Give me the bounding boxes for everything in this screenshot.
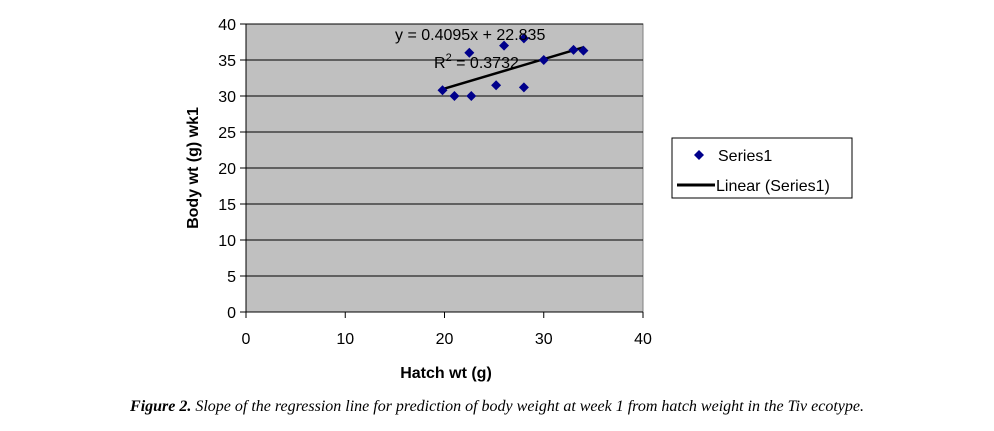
- x-tick-label: 10: [336, 331, 354, 348]
- caption-label: Figure 2.: [130, 398, 192, 415]
- y-tick-label: 25: [218, 125, 236, 142]
- r-squared-label: R2 = 0.3732: [434, 52, 519, 72]
- r-squared-value: = 0.3732: [452, 55, 519, 72]
- data-points: [437, 33, 589, 101]
- figure-caption: Figure 2. Slope of the regression line f…: [0, 398, 994, 416]
- y-tick-label: 10: [218, 233, 236, 250]
- x-tick-label: 30: [535, 331, 553, 348]
- data-point: [437, 85, 448, 96]
- y-tick-labels: 0 5 10 15 20 25 30 35 40: [218, 17, 236, 322]
- data-point: [491, 80, 502, 91]
- y-tick-label: 15: [218, 197, 236, 214]
- data-point: [538, 55, 549, 65]
- trendline-equation: y = 0.4095x + 22.835: [395, 27, 545, 44]
- x-tick-label: 20: [436, 331, 454, 348]
- y-tick-label: 0: [227, 305, 236, 322]
- r-squared-r: R: [434, 55, 446, 72]
- r-squared-sup: 2: [446, 52, 452, 64]
- y-tick-label: 5: [227, 269, 236, 286]
- data-point: [578, 45, 589, 56]
- data-point: [568, 44, 579, 55]
- y-tick-label: 35: [218, 53, 236, 70]
- x-tick-label: 40: [634, 331, 652, 348]
- x-axis-title: Hatch wt (g): [400, 365, 492, 382]
- y-tick-label: 40: [218, 17, 236, 34]
- data-point: [466, 91, 477, 101]
- data-point: [464, 47, 475, 58]
- x-tick-labels: 0 10 20 30 40: [242, 331, 652, 348]
- legend-entry-series1: Series1: [718, 148, 772, 165]
- trendline-group: [442, 46, 584, 91]
- legend-entry-linear: Linear (Series1): [716, 178, 830, 195]
- data-point: [499, 40, 510, 51]
- caption-text: Slope of the regression line for predict…: [191, 398, 864, 415]
- data-point: [518, 82, 529, 93]
- trendline: [442, 46, 584, 91]
- y-axis-title: Body wt (g) wk1: [185, 107, 202, 229]
- legend-marker-diamond-icon: [694, 150, 704, 160]
- x-tick-label: 0: [242, 331, 251, 348]
- data-point: [518, 33, 529, 44]
- y-tick-label: 20: [218, 161, 236, 178]
- data-point: [449, 91, 460, 101]
- gridlines: [246, 23, 643, 277]
- legend: Series1 Linear (Series1): [671, 137, 853, 199]
- axes: [240, 23, 644, 318]
- y-tick-label: 30: [218, 89, 236, 106]
- legend-box: [671, 137, 853, 199]
